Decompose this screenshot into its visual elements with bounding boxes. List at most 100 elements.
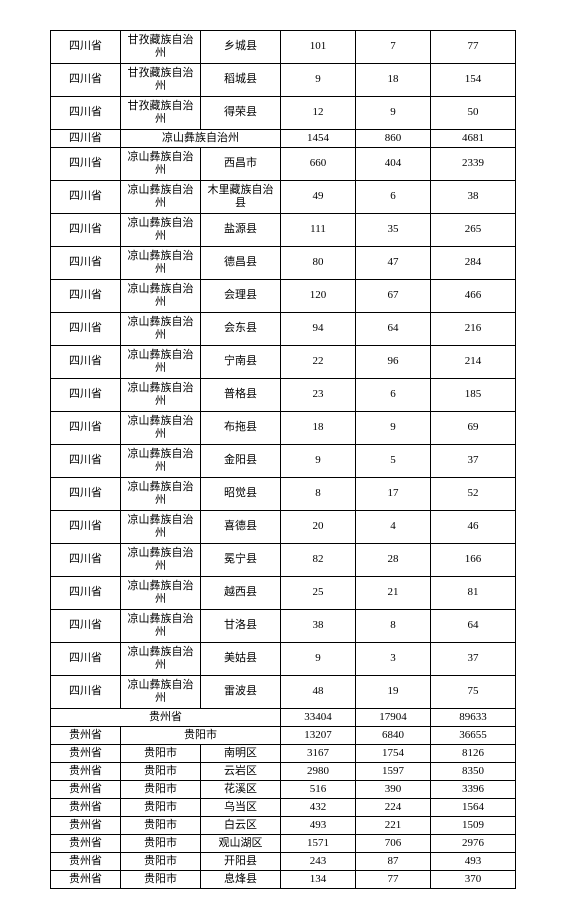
- table-cell: 凉山彝族自治州: [121, 412, 201, 445]
- table-row: 贵州省贵阳市南明区316717548126: [51, 745, 516, 763]
- table-cell: 214: [431, 346, 516, 379]
- table-cell: 77: [356, 871, 431, 889]
- table-cell: 贵州省: [51, 817, 121, 835]
- table-cell: 9: [281, 445, 356, 478]
- table-cell: 贵州省: [51, 727, 121, 745]
- table-cell: 404: [356, 148, 431, 181]
- table-cell: 金阳县: [201, 445, 281, 478]
- table-cell: 四川省: [51, 610, 121, 643]
- table-cell: 凉山彝族自治州: [121, 511, 201, 544]
- table-cell: 370: [431, 871, 516, 889]
- table-row: 贵州省贵阳市13207684036655: [51, 727, 516, 745]
- table-cell: 四川省: [51, 64, 121, 97]
- table-cell: 南明区: [201, 745, 281, 763]
- table-cell: 德昌县: [201, 247, 281, 280]
- table-cell: 2339: [431, 148, 516, 181]
- table-cell: 6840: [356, 727, 431, 745]
- table-cell: 布拖县: [201, 412, 281, 445]
- table-row: 贵州省贵阳市观山湖区15717062976: [51, 835, 516, 853]
- table-cell: 四川省: [51, 544, 121, 577]
- table-cell: 四川省: [51, 412, 121, 445]
- table-row: 贵州省贵阳市花溪区5163903396: [51, 781, 516, 799]
- table-cell: 89633: [431, 709, 516, 727]
- table-cell: 四川省: [51, 97, 121, 130]
- table-row: 四川省凉山彝族自治州会理县12067466: [51, 280, 516, 313]
- table-cell: 64: [431, 610, 516, 643]
- table-cell: 凉山彝族自治州: [121, 280, 201, 313]
- table-cell: 贵州省: [51, 835, 121, 853]
- table-cell: 1597: [356, 763, 431, 781]
- table-cell: 19: [356, 676, 431, 709]
- table-cell: 706: [356, 835, 431, 853]
- table-cell: 美姑县: [201, 643, 281, 676]
- table-cell: 观山湖区: [201, 835, 281, 853]
- table-cell: 贵阳市: [121, 727, 281, 745]
- table-row: 四川省凉山彝族自治州美姑县9337: [51, 643, 516, 676]
- table-cell: 息烽县: [201, 871, 281, 889]
- table-cell: 宁南县: [201, 346, 281, 379]
- table-cell: 860: [356, 130, 431, 148]
- table-cell: 贵阳市: [121, 835, 201, 853]
- table-cell: 185: [431, 379, 516, 412]
- table-row: 四川省凉山彝族自治州木里藏族自治县49638: [51, 181, 516, 214]
- table-cell: 47: [356, 247, 431, 280]
- table-cell: 8: [281, 478, 356, 511]
- table-row: 四川省凉山彝族自治州14548604681: [51, 130, 516, 148]
- table-cell: 96: [356, 346, 431, 379]
- table-cell: 12: [281, 97, 356, 130]
- table-cell: 17904: [356, 709, 431, 727]
- table-cell: 243: [281, 853, 356, 871]
- table-cell: 9: [356, 97, 431, 130]
- table-cell: 8126: [431, 745, 516, 763]
- table-cell: 四川省: [51, 313, 121, 346]
- table-cell: 盐源县: [201, 214, 281, 247]
- table-cell: 凉山彝族自治州: [121, 379, 201, 412]
- table-cell: 493: [431, 853, 516, 871]
- table-cell: 凉山彝族自治州: [121, 676, 201, 709]
- table-cell: 221: [356, 817, 431, 835]
- table-cell: 冕宁县: [201, 544, 281, 577]
- table-cell: 87: [356, 853, 431, 871]
- table-cell: 会理县: [201, 280, 281, 313]
- table-cell: 甘洛县: [201, 610, 281, 643]
- table-cell: 2980: [281, 763, 356, 781]
- table-cell: 9: [281, 64, 356, 97]
- table-cell: 贵阳市: [121, 745, 201, 763]
- table-cell: 贵州省: [51, 763, 121, 781]
- table-cell: 166: [431, 544, 516, 577]
- table-row: 四川省甘孜藏族自治州乡城县101777: [51, 31, 516, 64]
- table-cell: 50: [431, 97, 516, 130]
- table-cell: 越西县: [201, 577, 281, 610]
- table-cell: 77: [431, 31, 516, 64]
- table-row: 贵州省贵阳市乌当区4322241564: [51, 799, 516, 817]
- table-cell: 216: [431, 313, 516, 346]
- table-cell: 凉山彝族自治州: [121, 148, 201, 181]
- table-cell: 四川省: [51, 445, 121, 478]
- table-cell: 75: [431, 676, 516, 709]
- table-cell: 贵阳市: [121, 871, 201, 889]
- table-cell: 四川省: [51, 577, 121, 610]
- table-cell: 凉山彝族自治州: [121, 643, 201, 676]
- table-cell: 33404: [281, 709, 356, 727]
- table-row: 贵州省贵阳市云岩区298015978350: [51, 763, 516, 781]
- table-cell: 四川省: [51, 346, 121, 379]
- table-cell: 101: [281, 31, 356, 64]
- table-row: 四川省甘孜藏族自治州得荣县12950: [51, 97, 516, 130]
- table-cell: 凉山彝族自治州: [121, 313, 201, 346]
- table-cell: 5: [356, 445, 431, 478]
- table-cell: 111: [281, 214, 356, 247]
- table-row: 四川省凉山彝族自治州甘洛县38864: [51, 610, 516, 643]
- table-cell: 贵阳市: [121, 817, 201, 835]
- table-cell: 1571: [281, 835, 356, 853]
- table-cell: 贵阳市: [121, 763, 201, 781]
- table-cell: 四川省: [51, 280, 121, 313]
- table-cell: 38: [281, 610, 356, 643]
- table-cell: 134: [281, 871, 356, 889]
- table-cell: 36655: [431, 727, 516, 745]
- table-cell: 20: [281, 511, 356, 544]
- table-cell: 67: [356, 280, 431, 313]
- table-cell: 8350: [431, 763, 516, 781]
- table-cell: 四川省: [51, 379, 121, 412]
- table-cell: 四川省: [51, 676, 121, 709]
- table-row: 四川省凉山彝族自治州喜德县20446: [51, 511, 516, 544]
